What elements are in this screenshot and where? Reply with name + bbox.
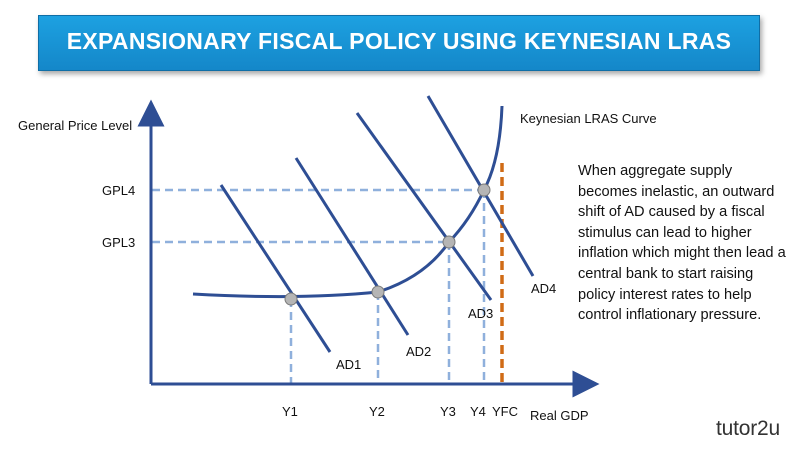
y2-label: Y2 xyxy=(369,404,385,419)
y1-label: Y1 xyxy=(282,404,298,419)
equilibrium-point-1 xyxy=(284,292,298,306)
ad2-label: AD2 xyxy=(406,344,431,359)
page-title: EXPANSIONARY FISCAL POLICY USING KEYNESI… xyxy=(66,28,732,54)
yfc-label: YFC xyxy=(492,404,518,419)
gpl3-label: GPL3 xyxy=(102,235,135,250)
ad2-curve xyxy=(294,157,410,336)
y3-label: Y3 xyxy=(440,404,456,419)
title-banner: EXPANSIONARY FISCAL POLICY USING KEYNESI… xyxy=(38,15,760,71)
equilibrium-point-4 xyxy=(477,183,491,197)
ad3-curve xyxy=(355,112,493,301)
equilibrium-point-2 xyxy=(371,285,385,299)
explanation-text: When aggregate supply becomes inelastic,… xyxy=(578,163,786,324)
lras-curve-label: Keynesian LRAS Curve xyxy=(520,111,657,126)
ad4-label: AD4 xyxy=(531,281,556,296)
equilibrium-point-3 xyxy=(442,235,456,249)
y-axis-label: General Price Level xyxy=(18,118,132,133)
ad3-label: AD3 xyxy=(468,306,493,321)
ad1-curve xyxy=(219,184,332,353)
gpl4-label: GPL4 xyxy=(102,183,135,198)
ad1-label: AD1 xyxy=(336,357,361,372)
lras-curve xyxy=(192,105,504,299)
brand-logo: tutor2u xyxy=(716,417,780,440)
y4-label: Y4 xyxy=(470,404,486,419)
x-axis-label: Real GDP xyxy=(530,408,589,423)
